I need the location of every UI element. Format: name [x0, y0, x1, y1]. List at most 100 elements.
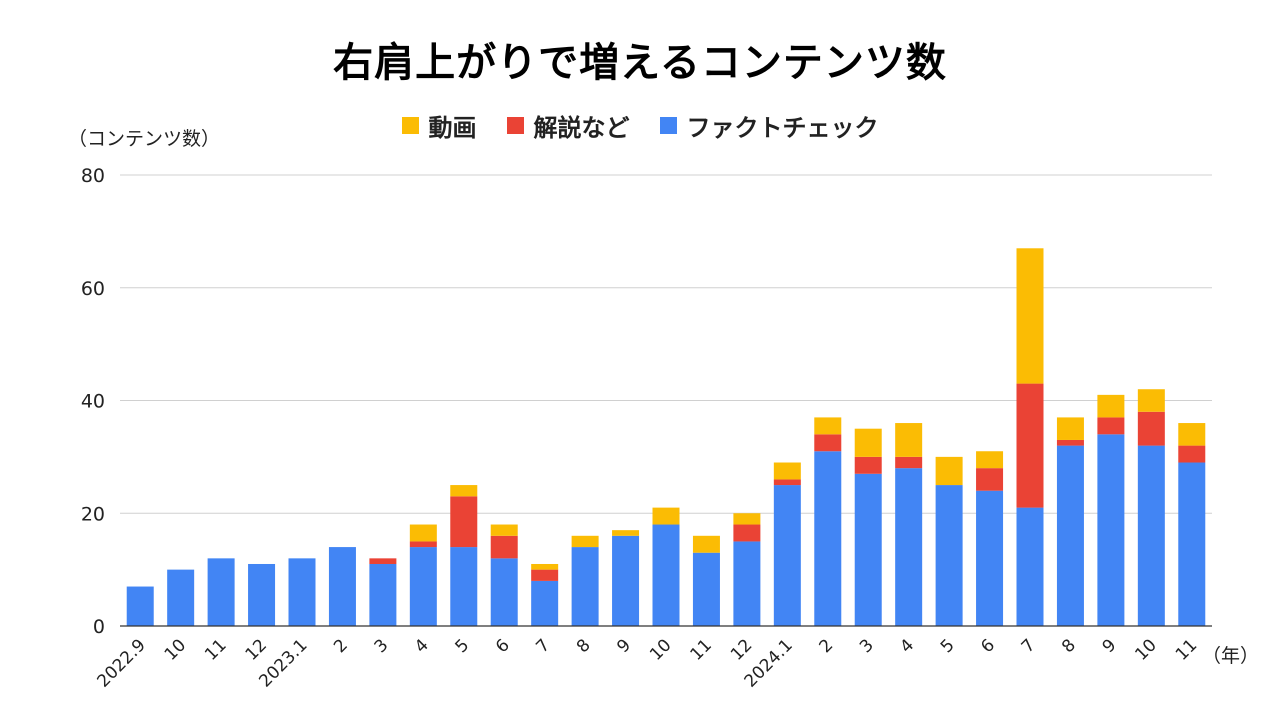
bar-explainer: [1137, 411, 1165, 446]
bar-factcheck: [692, 552, 720, 626]
chart-title: 右肩上がりで増えるコンテンツ数: [333, 40, 947, 86]
bar-video: [571, 535, 599, 548]
bar-explainer: [773, 479, 801, 486]
x-tick-label: 3: [371, 635, 393, 657]
x-tick-label: 8: [573, 635, 595, 657]
y-axis-label: （コンテンツ数）: [68, 128, 221, 150]
x-tick-label: 7: [1018, 635, 1040, 657]
bar-factcheck: [733, 541, 761, 626]
y-tick-label: 20: [81, 503, 105, 525]
legend: 動画 解説など ファクトチェック: [0, 108, 1280, 143]
bar-factcheck: [369, 563, 397, 626]
bar-factcheck: [935, 485, 963, 626]
bar-explainer: [369, 558, 397, 564]
legend-swatch-video: [401, 117, 419, 134]
bar-factcheck: [126, 586, 154, 626]
bar-video: [814, 417, 842, 435]
x-tick-label: 5: [452, 635, 474, 657]
legend-item-explainer: 解説など: [506, 108, 630, 143]
bar-video: [854, 428, 882, 457]
bar-video: [490, 524, 518, 536]
bar-factcheck: [328, 547, 356, 626]
x-tick-label: 11: [687, 635, 716, 664]
x-tick-label: 6: [977, 635, 999, 657]
bar-factcheck: [248, 563, 276, 626]
bar-video: [531, 563, 559, 570]
bar-explainer: [895, 456, 923, 469]
bar-factcheck: [531, 580, 559, 626]
x-tick-label: 2: [816, 635, 838, 657]
bar-factcheck: [814, 451, 842, 626]
bar-video: [976, 451, 1004, 469]
bar-factcheck: [1056, 445, 1084, 626]
legend-item-factcheck: ファクトチェック: [659, 108, 879, 143]
legend-swatch-factcheck: [659, 117, 677, 134]
y-tick-label: 0: [93, 616, 105, 638]
x-tick-label: 10: [1131, 635, 1160, 664]
bar-factcheck: [1097, 434, 1125, 626]
bar-explainer: [490, 535, 518, 559]
bar-video: [409, 524, 437, 542]
legend-swatch-explainer: [506, 117, 524, 134]
x-tick-label: 11: [1172, 635, 1201, 664]
bar-video: [612, 530, 640, 536]
bar-factcheck: [571, 547, 599, 626]
bar-video: [1097, 394, 1125, 418]
bar-explainer: [814, 434, 842, 452]
bar-factcheck: [288, 558, 316, 626]
bar-factcheck: [450, 547, 478, 626]
x-axis-label: （年）: [1202, 645, 1260, 667]
x-tick-label: 7: [532, 635, 554, 657]
x-tick-label: 2022.9: [94, 635, 150, 691]
y-tick-label: 80: [81, 165, 105, 187]
bar-video: [935, 456, 963, 486]
bar-factcheck: [1137, 445, 1165, 626]
bar-video: [733, 513, 761, 525]
x-tick-label: 2: [330, 635, 352, 657]
x-tick-label: 12: [242, 635, 271, 664]
bar-video: [1016, 248, 1044, 384]
bar-explainer: [1178, 445, 1206, 463]
bar-explainer: [1097, 417, 1125, 435]
bar-video: [773, 462, 801, 480]
bar-explainer: [1016, 383, 1044, 508]
bar-factcheck: [167, 569, 195, 626]
bar-factcheck: [409, 547, 437, 626]
bar-factcheck: [854, 473, 882, 626]
y-tick-label: 60: [81, 278, 105, 300]
bar-factcheck: [895, 468, 923, 626]
legend-label-explainer: 解説など: [533, 114, 630, 142]
x-tick-label: 12: [727, 635, 756, 664]
bar-explainer: [450, 496, 478, 548]
x-tick-label: 3: [856, 635, 878, 657]
bar-factcheck: [490, 558, 518, 626]
x-tick-label: 4: [896, 635, 918, 657]
legend-item-video: 動画: [401, 108, 477, 143]
x-tick-label: 9: [1099, 635, 1121, 657]
bar-factcheck: [1016, 507, 1044, 626]
legend-label-factcheck: ファクトチェック: [686, 114, 879, 142]
bar-factcheck: [207, 558, 235, 626]
bar-explainer: [733, 524, 761, 542]
bar-explainer: [1056, 439, 1084, 446]
bar-factcheck: [652, 524, 680, 626]
legend-label-video: 動画: [428, 114, 477, 142]
bar-video: [1178, 423, 1206, 446]
x-tick-label: 8: [1058, 635, 1080, 657]
bar-factcheck: [612, 535, 640, 626]
x-tick-label: 9: [613, 635, 635, 657]
bar-factcheck: [773, 485, 801, 626]
bar-explainer: [854, 456, 882, 474]
x-tick-label: 6: [492, 635, 514, 657]
bar-video: [652, 507, 680, 525]
bar-video: [1137, 389, 1165, 412]
x-tick-label: 5: [937, 635, 959, 657]
bar-explainer: [976, 468, 1004, 491]
y-tick-label: 40: [81, 391, 105, 413]
bar-video: [692, 535, 720, 553]
bar-explainer: [409, 541, 437, 548]
bar-video: [450, 485, 478, 497]
x-tick-label: 10: [161, 635, 190, 664]
bar-factcheck: [1178, 462, 1206, 626]
